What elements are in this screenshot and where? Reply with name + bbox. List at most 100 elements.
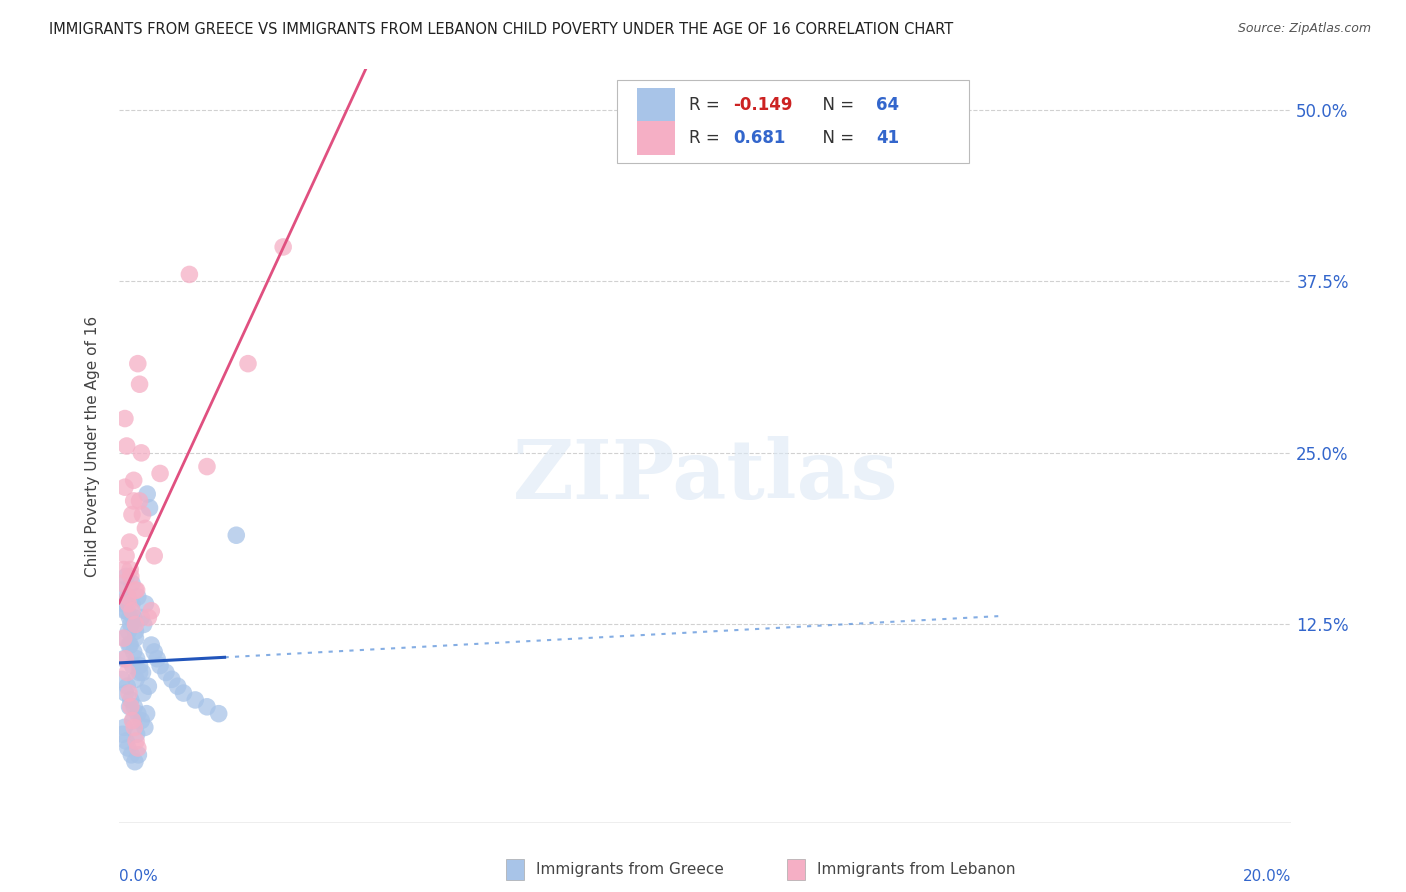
Point <box>271 240 294 254</box>
Point <box>117 624 139 639</box>
Point <box>115 604 138 618</box>
Point <box>114 631 136 645</box>
Point <box>141 604 163 618</box>
Text: 20.0%: 20.0% <box>1243 869 1291 884</box>
Point <box>179 268 201 282</box>
Point <box>124 583 146 598</box>
Point <box>111 576 134 591</box>
Point <box>111 673 134 687</box>
Text: 0.681: 0.681 <box>734 129 786 147</box>
Point <box>114 411 136 425</box>
Point <box>184 693 207 707</box>
Text: 64: 64 <box>876 95 900 114</box>
Bar <box>506 859 524 880</box>
Point <box>127 706 149 721</box>
Point <box>132 686 155 700</box>
Point <box>125 727 148 741</box>
Point <box>132 617 155 632</box>
Point <box>141 638 163 652</box>
Point <box>173 686 195 700</box>
Point <box>124 631 146 645</box>
Point <box>114 686 136 700</box>
Point <box>122 494 145 508</box>
Point <box>120 617 142 632</box>
Point <box>143 549 166 563</box>
Text: N =: N = <box>811 95 859 114</box>
Point <box>117 679 139 693</box>
Text: R =: R = <box>689 129 724 147</box>
Point <box>120 699 142 714</box>
Bar <box>787 859 806 880</box>
Point <box>236 357 259 371</box>
Point <box>120 693 142 707</box>
Point <box>131 665 153 680</box>
Text: 0.0%: 0.0% <box>120 869 157 884</box>
Point <box>124 624 146 639</box>
Text: -0.149: -0.149 <box>734 95 793 114</box>
Text: N =: N = <box>811 129 859 147</box>
Point <box>112 562 135 576</box>
Text: 41: 41 <box>876 129 900 147</box>
Point <box>131 714 153 728</box>
Point <box>138 610 160 624</box>
Point <box>195 459 218 474</box>
Point <box>127 590 149 604</box>
Point <box>121 714 143 728</box>
Point <box>125 583 148 598</box>
Point <box>121 604 143 618</box>
Point <box>118 699 141 714</box>
Point <box>112 720 135 734</box>
Point <box>127 747 149 762</box>
Point <box>114 480 136 494</box>
Text: Source: ZipAtlas.com: Source: ZipAtlas.com <box>1237 22 1371 36</box>
Point <box>124 699 146 714</box>
Point <box>117 665 139 680</box>
Point <box>111 727 134 741</box>
Point <box>120 638 142 652</box>
Point <box>146 652 169 666</box>
Point <box>149 658 172 673</box>
Point <box>131 446 153 460</box>
Point <box>208 706 231 721</box>
Point <box>125 673 148 687</box>
Point <box>138 679 160 693</box>
Point <box>122 610 145 624</box>
Bar <box>637 121 675 155</box>
Point <box>115 439 138 453</box>
Point <box>115 569 138 583</box>
Point <box>118 638 141 652</box>
Point <box>125 734 148 748</box>
Point <box>195 699 218 714</box>
Point <box>112 652 135 666</box>
Point <box>128 665 150 680</box>
Point <box>121 508 143 522</box>
Point <box>128 658 150 673</box>
Point <box>117 741 139 756</box>
Point <box>128 494 150 508</box>
Point <box>160 673 183 687</box>
Text: IMMIGRANTS FROM GREECE VS IMMIGRANTS FROM LEBANON CHILD POVERTY UNDER THE AGE OF: IMMIGRANTS FROM GREECE VS IMMIGRANTS FRO… <box>49 22 953 37</box>
Point <box>225 528 247 542</box>
Point <box>118 610 141 624</box>
Point <box>136 487 159 501</box>
Point <box>122 473 145 487</box>
Point <box>124 720 146 734</box>
Point <box>115 549 138 563</box>
Text: Immigrants from Lebanon: Immigrants from Lebanon <box>817 862 1015 877</box>
Point <box>120 569 142 583</box>
Point <box>114 652 136 666</box>
Point <box>115 734 138 748</box>
Point <box>118 535 141 549</box>
Text: Immigrants from Greece: Immigrants from Greece <box>536 862 724 877</box>
Point <box>120 747 142 762</box>
Point <box>166 679 188 693</box>
Point <box>112 631 135 645</box>
Point <box>122 645 145 659</box>
Point <box>143 645 166 659</box>
Point <box>135 706 157 721</box>
Point <box>134 521 156 535</box>
Point <box>121 597 143 611</box>
Y-axis label: Child Poverty Under the Age of 16: Child Poverty Under the Age of 16 <box>86 316 100 576</box>
Point <box>121 576 143 591</box>
Text: R =: R = <box>689 95 724 114</box>
